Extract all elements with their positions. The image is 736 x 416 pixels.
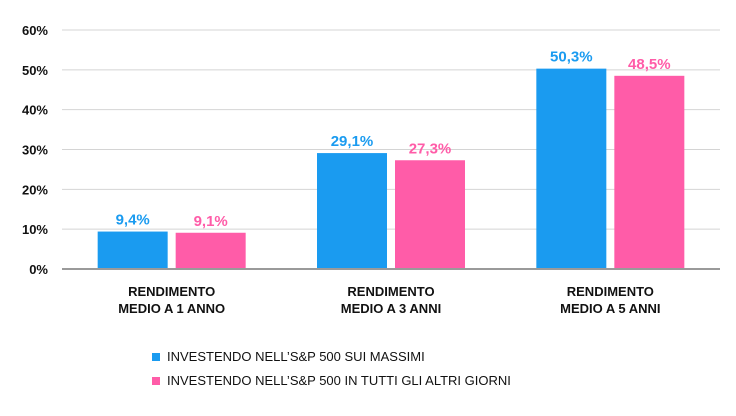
data-label: 27,3% [409,140,452,157]
y-tick-label: 40% [22,103,48,118]
category-label: RENDIMENTO [347,284,434,299]
category-label: MEDIO A 1 ANNO [118,301,225,316]
y-tick-label: 50% [22,63,48,78]
y-tick-label: 60% [22,23,48,38]
y-tick-label: 10% [22,222,48,237]
bar [97,231,168,269]
bar [395,160,465,269]
data-labels: 9,4% 9,1% 29,1% 27,3% 50,3% 48,5% [116,49,671,230]
bar [317,153,387,269]
bars [97,68,685,269]
data-label: 48,5% [628,56,671,73]
category-label: RENDIMENTO [128,284,215,299]
y-axis-ticks: 0% 10% 20% 30% 40% 50% 60% [22,23,48,277]
data-label: 50,3% [550,49,593,66]
category-label: MEDIO A 3 ANNI [341,301,441,316]
data-label: 9,4% [116,212,150,229]
grid-lines [62,29,720,230]
category-labels: RENDIMENTO MEDIO A 1 ANNO RENDIMENTO MEDIO … [118,284,660,316]
data-label: 9,1% [194,213,228,230]
legend-label: INVESTENDO NELL’S&P 500 IN TUTTI GLI ALT… [167,373,511,388]
y-tick-label: 0% [29,262,48,277]
category-label: MEDIO A 5 ANNI [560,301,660,316]
category-label: RENDIMENTO [567,284,654,299]
y-tick-label: 20% [22,182,48,197]
data-label: 29,1% [331,133,374,150]
legend-swatch [152,353,160,361]
legend-label: INVESTENDO NELL’S&P 500 SUI MASSIMI [167,349,425,364]
legend: INVESTENDO NELL’S&P 500 SUI MASSIMI INVES… [152,349,511,388]
y-tick-label: 30% [22,143,48,158]
bar [536,68,607,269]
bar [175,232,246,269]
bar [614,75,685,269]
legend-swatch [152,377,160,385]
